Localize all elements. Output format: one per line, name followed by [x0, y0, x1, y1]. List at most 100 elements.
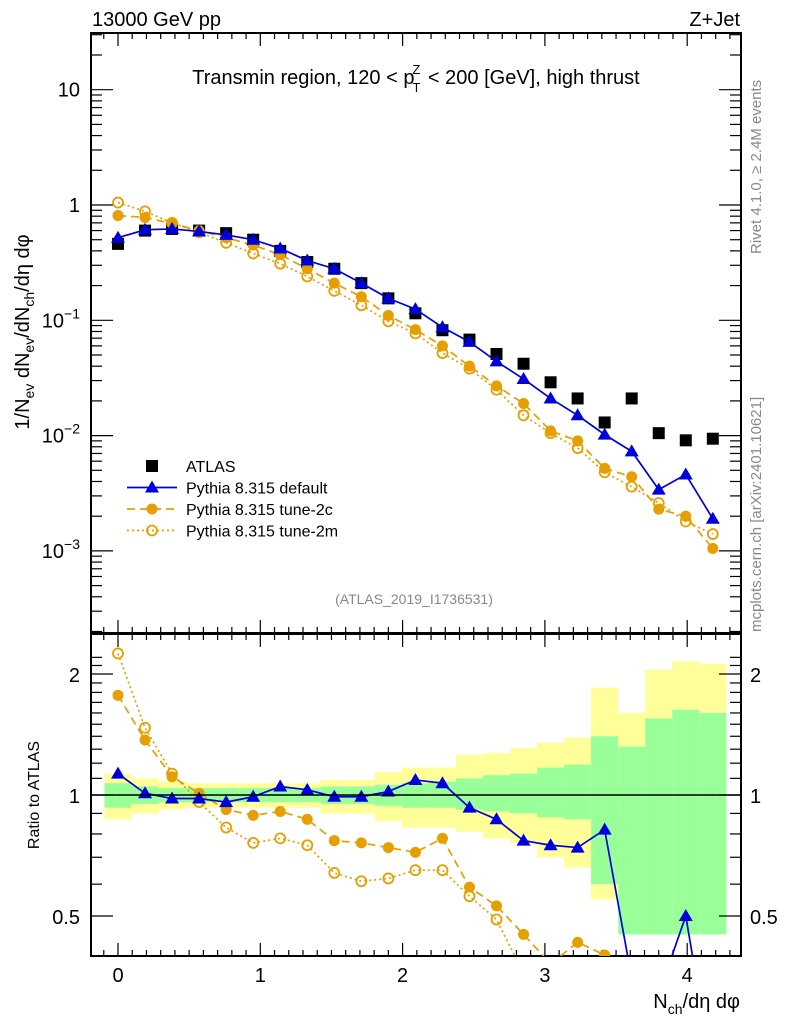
- data-point: [382, 872, 395, 885]
- green-band-bin: [510, 773, 538, 814]
- legend-label: ATLAS: [186, 459, 236, 476]
- y-tick-label: 10−1: [42, 305, 80, 332]
- x-tick-label: 2: [397, 965, 408, 987]
- green-band-bin: [699, 712, 727, 935]
- data-point: [706, 432, 719, 445]
- legend-item: Pythia 8.315 default: [127, 480, 328, 498]
- data-point: [273, 779, 288, 792]
- main-pythia-8-315-default: [111, 221, 720, 524]
- data-point: [381, 784, 396, 797]
- data-point: [491, 900, 503, 912]
- ratio-y-tick-label-right: 0.5: [750, 907, 778, 929]
- analysis-tag: (ATLAS_2019_I1736531): [335, 591, 493, 607]
- data-point: [573, 964, 583, 974]
- data-point: [165, 791, 180, 804]
- legend-marker: [146, 503, 158, 515]
- data-point: [519, 968, 529, 978]
- data-point: [139, 721, 151, 734]
- data-point: [652, 427, 665, 440]
- data-point: [706, 528, 719, 540]
- data-point: [680, 510, 692, 522]
- data-point: [219, 795, 234, 808]
- data-point: [274, 805, 286, 817]
- data-point: [192, 791, 207, 804]
- data-point: [273, 241, 288, 254]
- x-tick-label: 1: [255, 965, 266, 987]
- data-point: [599, 462, 611, 474]
- ratio-y-axis-label: Ratio to ATLAS: [26, 741, 43, 849]
- legend-marker: [146, 460, 158, 472]
- green-band-bin: [645, 718, 673, 935]
- data-point: [597, 822, 612, 835]
- data-point: [165, 221, 180, 234]
- data-point: [625, 971, 639, 983]
- data-point: [382, 310, 394, 322]
- data-point: [354, 276, 369, 289]
- header-energy: 13000 GeV pp: [92, 9, 221, 31]
- data-point: [138, 222, 153, 235]
- data-point: [436, 340, 448, 352]
- data-point: [220, 821, 233, 834]
- y-tick-label: 10−3: [42, 536, 80, 563]
- data-point: [300, 253, 315, 266]
- data-point: [300, 782, 315, 795]
- data-point: [354, 789, 369, 802]
- data-point: [112, 647, 124, 660]
- ratio-y-tick-label-left: 1: [69, 786, 80, 808]
- data-point: [408, 302, 423, 315]
- data-point: [112, 689, 124, 701]
- data-point: [246, 789, 261, 802]
- data-point: [518, 397, 530, 409]
- data-point: [381, 291, 396, 304]
- ratio-y-tick-label-left: 2: [69, 665, 80, 687]
- data-point: [625, 480, 638, 493]
- data-point: [599, 949, 611, 956]
- data-point: [409, 864, 422, 877]
- data-point: [572, 435, 584, 447]
- green-band-bin: [564, 764, 592, 820]
- data-point: [490, 348, 503, 361]
- data-point: [625, 392, 638, 405]
- data-point: [355, 875, 368, 888]
- data-point: [355, 291, 367, 303]
- y-tick-label: 10−2: [42, 421, 80, 448]
- header-process: Z+Jet: [689, 9, 740, 31]
- legend-label: Pythia 8.315 default: [186, 481, 328, 498]
- series-line: [117, 653, 516, 956]
- data-point: [301, 263, 313, 275]
- legend: ATLAS Pythia 8.315 default Pythia 8.315 tu…: [127, 459, 338, 541]
- data-point: [112, 196, 124, 209]
- data-point: [517, 357, 530, 370]
- legend-marker: [145, 480, 159, 493]
- data-point: [111, 230, 125, 243]
- x-tick-label: 0: [112, 965, 123, 987]
- data-point: [111, 766, 125, 779]
- data-point: [327, 261, 342, 274]
- x-tick-label: 3: [539, 965, 550, 987]
- data-point: [543, 391, 558, 404]
- data-point: [219, 227, 234, 240]
- data-point: [678, 909, 693, 921]
- x-tick-label: 4: [682, 965, 693, 987]
- green-band-bin: [672, 709, 700, 935]
- data-point: [598, 416, 611, 429]
- data-point: [166, 771, 178, 783]
- data-point: [462, 800, 477, 813]
- data-point: [545, 425, 557, 437]
- ratio-pythia-8-315-tune-2m: [112, 647, 583, 978]
- legend-item: Pythia 8.315 tune-2m: [127, 524, 338, 541]
- data-point: [247, 809, 259, 821]
- plot-title: Transmin region, 120 < pTZ < 200 [GeV], …: [192, 62, 640, 95]
- y-tick-label: 1: [69, 195, 80, 217]
- data-point: [247, 837, 260, 849]
- data-point: [112, 210, 124, 222]
- data-point: [490, 913, 503, 926]
- mcplots-label: mcplots.cern.ch [arXiv:2401.10621]: [748, 397, 765, 632]
- data-point: [382, 842, 394, 854]
- data-point: [436, 864, 449, 877]
- data-point: [491, 380, 503, 392]
- legend-item: Pythia 8.315 tune-2c: [127, 502, 333, 519]
- green-band-bin: [482, 775, 511, 812]
- data-point: [544, 376, 557, 389]
- x-axis-label: Nch/dη dφ: [653, 991, 740, 1017]
